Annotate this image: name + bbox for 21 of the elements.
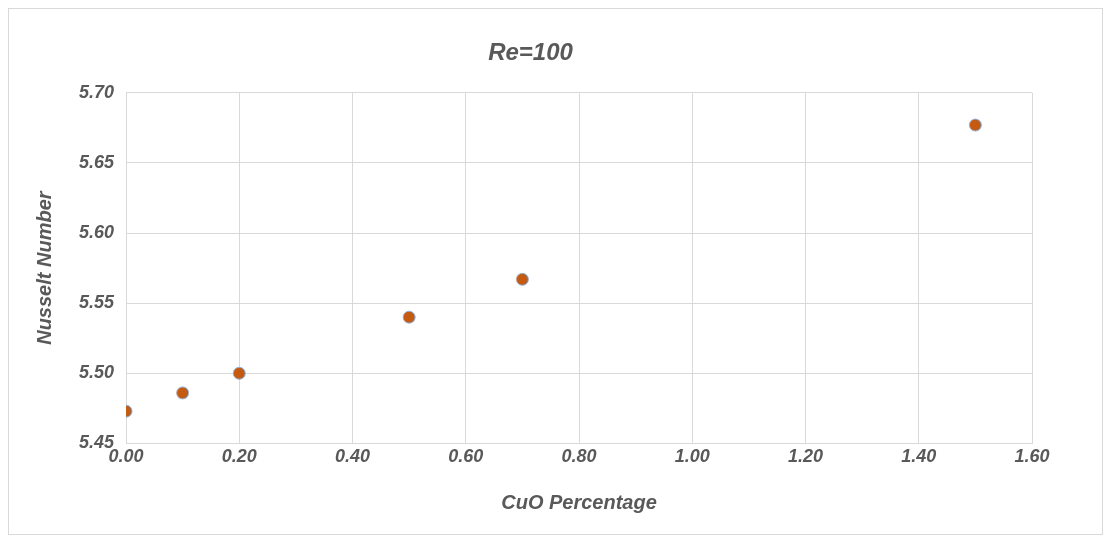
x-tick-label: 1.20 <box>787 446 824 467</box>
y-axis-title: Nusselt Number <box>32 190 55 345</box>
point <box>515 272 529 286</box>
chart-title: Re=100 <box>488 38 574 66</box>
x-tick-label: 0.80 <box>561 446 597 467</box>
point <box>232 366 246 380</box>
x-tick-label: 0.60 <box>448 446 484 467</box>
point <box>968 118 982 132</box>
point <box>402 310 416 324</box>
y-tick-label: 5.70 <box>78 81 115 102</box>
x-axis-title: CuO Percentage <box>501 490 657 513</box>
y-tick-label: 5.60 <box>78 222 115 243</box>
x-tick-label: 1.00 <box>674 446 710 467</box>
y-tick-label: 5.50 <box>78 362 115 383</box>
x-tick-label: 1.40 <box>901 446 937 467</box>
point <box>176 386 190 400</box>
x-tick-label: 1.60 <box>1014 446 1050 467</box>
y-tick-label: 5.65 <box>78 151 116 172</box>
y-tick-label: 5.55 <box>78 292 116 313</box>
x-tick-label: 0.40 <box>335 446 371 467</box>
x-tick-label: 0.20 <box>221 446 257 467</box>
